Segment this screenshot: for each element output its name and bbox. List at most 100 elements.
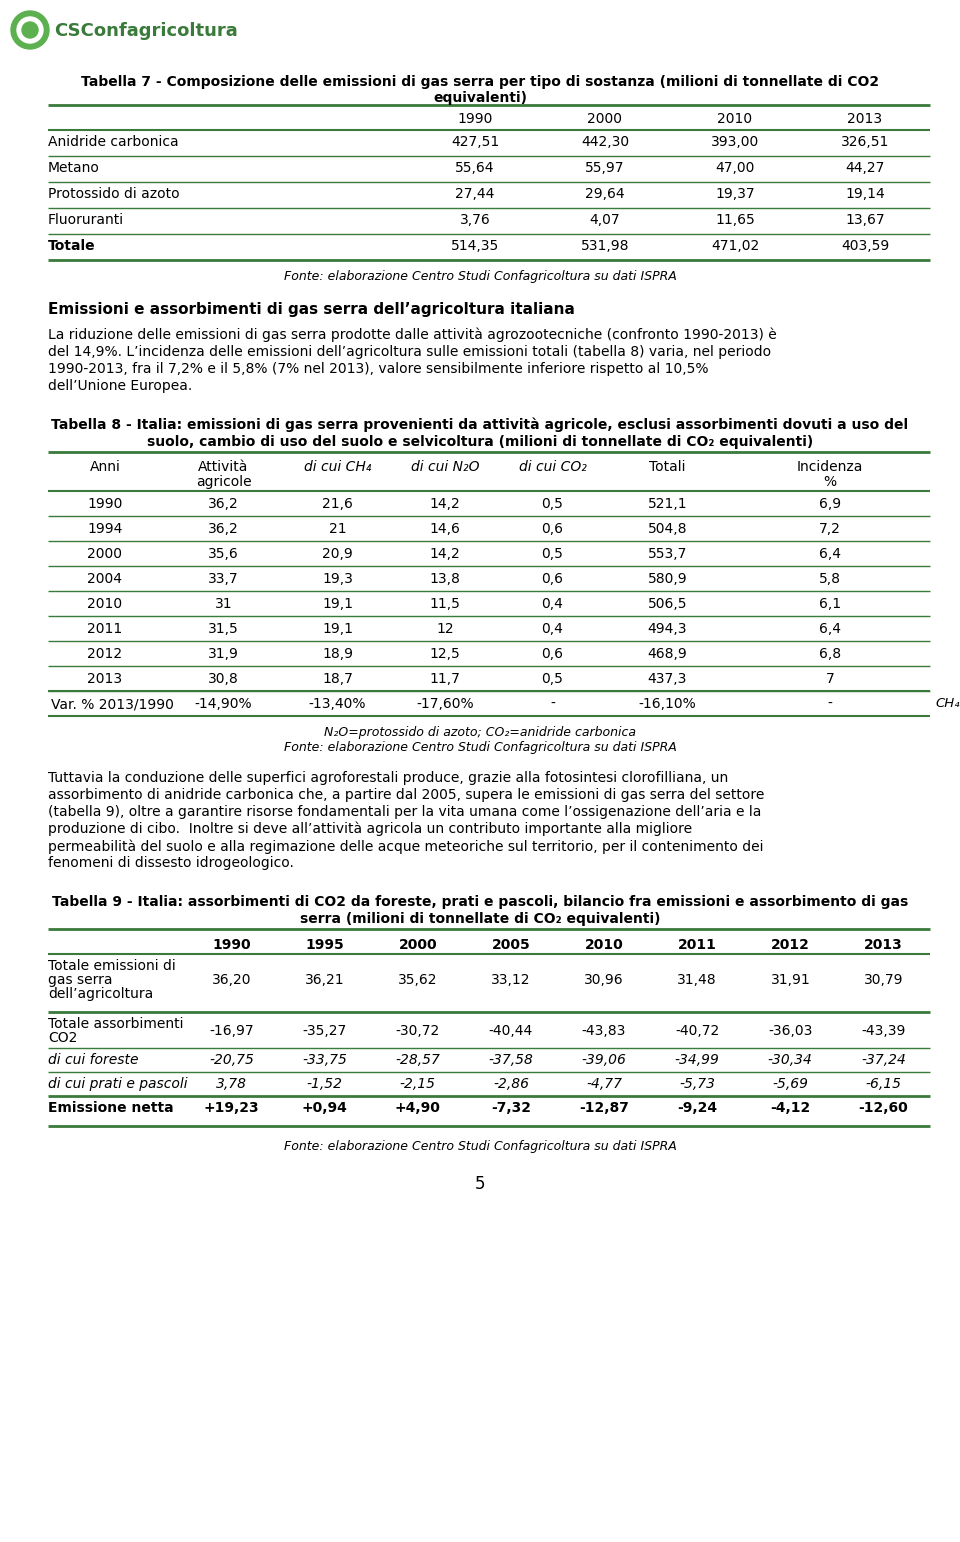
Text: Totale: Totale xyxy=(48,239,96,253)
Text: -33,75: -33,75 xyxy=(302,1053,348,1067)
Text: (tabella 9), oltre a garantire risorse fondamentali per la vita umana come l’oss: (tabella 9), oltre a garantire risorse f… xyxy=(48,805,761,819)
Text: -16,10%: -16,10% xyxy=(638,697,696,711)
Text: -36,03: -36,03 xyxy=(768,1024,812,1038)
Text: 7: 7 xyxy=(826,672,834,686)
Text: Attività: Attività xyxy=(199,460,249,473)
Text: Totale assorbimenti: Totale assorbimenti xyxy=(48,1018,183,1032)
Text: -40,72: -40,72 xyxy=(675,1024,719,1038)
Text: 3,76: 3,76 xyxy=(460,213,491,227)
Text: fenomeni di dissesto idrogeologico.: fenomeni di dissesto idrogeologico. xyxy=(48,856,294,870)
Text: produzione di cibo.  Inoltre si deve all’attività agricola un contributo importa: produzione di cibo. Inoltre si deve all’… xyxy=(48,822,692,836)
Text: Incidenza: Incidenza xyxy=(797,460,863,473)
Text: 1990-2013, fra il 7,2% e il 5,8% (7% nel 2013), valore sensibilmente inferiore r: 1990-2013, fra il 7,2% e il 5,8% (7% nel… xyxy=(48,362,708,376)
Text: 427,51: 427,51 xyxy=(451,136,499,150)
Text: di cui N₂O: di cui N₂O xyxy=(411,460,479,473)
Text: 0,4: 0,4 xyxy=(541,597,564,611)
Text: +0,94: +0,94 xyxy=(301,1101,348,1115)
Text: 19,37: 19,37 xyxy=(715,187,755,200)
Text: 580,9: 580,9 xyxy=(648,572,687,586)
Text: -16,97: -16,97 xyxy=(209,1024,253,1038)
Text: 326,51: 326,51 xyxy=(841,136,889,150)
Text: La riduzione delle emissioni di gas serra prodotte dalle attività agrozootecnich: La riduzione delle emissioni di gas serr… xyxy=(48,328,777,342)
Text: -30,72: -30,72 xyxy=(396,1024,440,1038)
Text: Emissioni e assorbimenti di gas serra dell’agricoltura italiana: Emissioni e assorbimenti di gas serra de… xyxy=(48,302,575,318)
Text: 5,8: 5,8 xyxy=(819,572,841,586)
Text: 6,4: 6,4 xyxy=(819,621,841,635)
Text: +19,23: +19,23 xyxy=(204,1101,259,1115)
Text: 19,1: 19,1 xyxy=(322,597,353,611)
Text: -5,73: -5,73 xyxy=(679,1076,715,1092)
Text: -20,75: -20,75 xyxy=(209,1053,254,1067)
Text: -37,58: -37,58 xyxy=(489,1053,534,1067)
Text: 468,9: 468,9 xyxy=(648,648,687,662)
Text: 7,2: 7,2 xyxy=(819,523,841,537)
Text: 14,2: 14,2 xyxy=(430,497,461,510)
Text: permeabilità del suolo e alla regimazione delle acque meteoriche sul territorio,: permeabilità del suolo e alla regimazion… xyxy=(48,839,763,854)
Text: 437,3: 437,3 xyxy=(648,672,687,686)
Text: 506,5: 506,5 xyxy=(648,597,687,611)
Text: +4,90: +4,90 xyxy=(395,1101,441,1115)
Text: -: - xyxy=(550,697,555,711)
Text: dell’Unione Europea.: dell’Unione Europea. xyxy=(48,379,192,393)
Text: Fonte: elaborazione Centro Studi Confagricoltura su dati ISPRA: Fonte: elaborazione Centro Studi Confagr… xyxy=(283,270,677,284)
Text: -2,15: -2,15 xyxy=(399,1076,436,1092)
Text: 0,6: 0,6 xyxy=(541,572,564,586)
Text: 2011: 2011 xyxy=(678,938,716,951)
Text: 2013: 2013 xyxy=(848,113,882,126)
Text: 36,2: 36,2 xyxy=(208,497,239,510)
Text: 494,3: 494,3 xyxy=(648,621,687,635)
Text: 2010: 2010 xyxy=(717,113,753,126)
Text: -35,27: -35,27 xyxy=(302,1024,347,1038)
Text: assorbimento di anidride carbonica che, a partire dal 2005, supera le emissioni : assorbimento di anidride carbonica che, … xyxy=(48,788,764,802)
Text: 0,4: 0,4 xyxy=(541,621,564,635)
Text: 3,78: 3,78 xyxy=(216,1076,247,1092)
Text: 0,5: 0,5 xyxy=(541,497,564,510)
Text: Fluoruranti: Fluoruranti xyxy=(48,213,124,227)
Text: 11,65: 11,65 xyxy=(715,213,755,227)
Text: -9,24: -9,24 xyxy=(677,1101,717,1115)
Text: -17,60%: -17,60% xyxy=(417,697,474,711)
Text: -34,99: -34,99 xyxy=(675,1053,720,1067)
Text: -28,57: -28,57 xyxy=(396,1053,441,1067)
Text: 36,20: 36,20 xyxy=(212,973,252,987)
Text: 393,00: 393,00 xyxy=(710,136,759,150)
Text: 13,67: 13,67 xyxy=(845,213,885,227)
Text: CSConfagricoltura: CSConfagricoltura xyxy=(54,22,238,40)
Text: Tabella 9 - Italia: assorbimenti di CO2 da foreste, prati e pascoli, bilancio fr: Tabella 9 - Italia: assorbimenti di CO2 … xyxy=(52,894,908,908)
Text: Emissione netta: Emissione netta xyxy=(48,1101,174,1115)
Text: 55,64: 55,64 xyxy=(455,160,494,174)
Text: -: - xyxy=(828,697,832,711)
Text: %: % xyxy=(824,475,836,489)
Text: 4,07: 4,07 xyxy=(589,213,620,227)
Text: dell’agricoltura: dell’agricoltura xyxy=(48,987,154,1001)
Text: gas serra: gas serra xyxy=(48,973,112,987)
Text: Fonte: elaborazione Centro Studi Confagricoltura su dati ISPRA: Fonte: elaborazione Centro Studi Confagr… xyxy=(283,742,677,754)
Text: 31,5: 31,5 xyxy=(208,621,239,635)
Text: 1995: 1995 xyxy=(305,938,344,951)
Text: 36,21: 36,21 xyxy=(305,973,345,987)
Text: 55,97: 55,97 xyxy=(586,160,625,174)
Text: -43,83: -43,83 xyxy=(582,1024,626,1038)
Text: Tabella 7 - Composizione delle emissioni di gas serra per tipo di sostanza (mili: Tabella 7 - Composizione delle emissioni… xyxy=(81,76,879,89)
Text: di cui CH₄: di cui CH₄ xyxy=(303,460,372,473)
Text: Totale emissioni di: Totale emissioni di xyxy=(48,959,176,973)
Text: -43,39: -43,39 xyxy=(861,1024,905,1038)
Text: -1,52: -1,52 xyxy=(306,1076,343,1092)
Text: 13,8: 13,8 xyxy=(429,572,461,586)
Text: 2000: 2000 xyxy=(87,547,123,561)
Text: 2010: 2010 xyxy=(87,597,123,611)
Text: 0,6: 0,6 xyxy=(541,648,564,662)
Text: 12: 12 xyxy=(436,621,454,635)
Text: 36,2: 36,2 xyxy=(208,523,239,537)
Text: 31,48: 31,48 xyxy=(678,973,717,987)
Text: di cui foreste: di cui foreste xyxy=(48,1053,138,1067)
Text: -12,60: -12,60 xyxy=(858,1101,908,1115)
Text: 11,5: 11,5 xyxy=(429,597,461,611)
Text: agricole: agricole xyxy=(196,475,252,489)
Text: Fonte: elaborazione Centro Studi Confagricoltura su dati ISPRA: Fonte: elaborazione Centro Studi Confagr… xyxy=(283,1140,677,1153)
Text: -4,12: -4,12 xyxy=(770,1101,810,1115)
Text: 1990: 1990 xyxy=(87,497,123,510)
Text: 2000: 2000 xyxy=(588,113,622,126)
Text: CH₄=metano;: CH₄=metano; xyxy=(935,697,960,709)
Text: 35,6: 35,6 xyxy=(208,547,239,561)
